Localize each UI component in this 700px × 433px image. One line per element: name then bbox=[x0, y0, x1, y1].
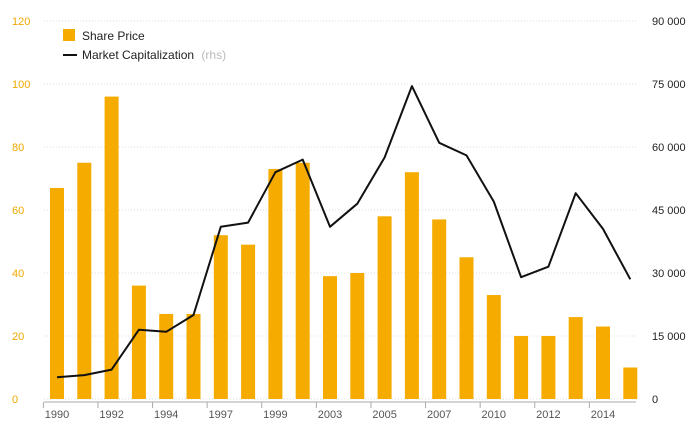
market-cap-line-group bbox=[56, 85, 632, 379]
x-tick-label: 1994 bbox=[154, 409, 178, 421]
right-tick-label: 0 bbox=[652, 394, 658, 406]
bar-share-price bbox=[486, 295, 501, 399]
legend-swatch-share-price bbox=[63, 29, 75, 41]
market-cap-line bbox=[56, 85, 632, 379]
bar-share-price bbox=[50, 187, 64, 399]
bar-share-price bbox=[432, 219, 447, 399]
right-tick-label: 75 000 bbox=[652, 79, 686, 91]
x-tick-label: 2014 bbox=[591, 409, 615, 421]
x-tick-label: 1999 bbox=[263, 409, 287, 421]
bar-share-price bbox=[459, 257, 474, 399]
x-tick-label: 2003 bbox=[318, 409, 342, 421]
right-tick-label: 45 000 bbox=[652, 205, 686, 217]
right-tick-label: 30 000 bbox=[652, 268, 686, 280]
legend-label-market-cap: Market Capitalization (rhs) bbox=[82, 48, 226, 62]
bar-share-price bbox=[295, 162, 310, 399]
bar-share-price bbox=[159, 313, 174, 399]
right-tick-label: 15 000 bbox=[652, 331, 686, 343]
left-axis-ticks: 0 20 40 60 80 100 120 bbox=[12, 16, 30, 406]
bar-share-price bbox=[104, 96, 119, 399]
left-tick-label: 120 bbox=[12, 16, 30, 28]
right-tick-label: 90 000 bbox=[652, 16, 686, 28]
x-tick-label: 2012 bbox=[536, 409, 560, 421]
legend: Share Price Market Capitalization (rhs) bbox=[63, 29, 226, 62]
left-tick-label: 100 bbox=[12, 79, 30, 91]
left-tick-label: 80 bbox=[12, 142, 24, 154]
bar-share-price bbox=[323, 276, 337, 399]
legend-label-market-cap-suffix: (rhs) bbox=[201, 48, 226, 62]
bar-share-price bbox=[268, 169, 283, 399]
bar-share-price bbox=[186, 313, 201, 399]
legend-label-share-price: Share Price bbox=[82, 29, 145, 43]
bar-share-price bbox=[241, 244, 256, 399]
share-price-bars bbox=[50, 96, 638, 399]
bar-share-price bbox=[377, 216, 392, 399]
x-tick-label: 1992 bbox=[99, 409, 123, 421]
bar-share-price bbox=[596, 326, 610, 399]
right-tick-label: 60 000 bbox=[652, 142, 686, 154]
left-tick-label: 0 bbox=[12, 394, 18, 406]
x-tick-label: 2010 bbox=[482, 409, 506, 421]
left-tick-label: 40 bbox=[12, 268, 24, 280]
x-tick-label: 1990 bbox=[45, 409, 69, 421]
bar-share-price bbox=[77, 162, 92, 399]
bar-share-price bbox=[541, 336, 556, 399]
bar-share-price bbox=[514, 336, 529, 399]
x-tick-label: 2007 bbox=[427, 409, 451, 421]
legend-label-market-cap-name: Market Capitalization bbox=[82, 48, 194, 62]
x-axis: 1990 1992 1994 1997 1999 2003 2005 2007 2010 2012… bbox=[42, 401, 636, 421]
x-tick-label: 2005 bbox=[372, 409, 396, 421]
bar-share-price bbox=[568, 317, 583, 399]
left-tick-label: 20 bbox=[12, 331, 24, 343]
bar-share-price bbox=[213, 235, 228, 399]
x-tick-label: 1997 bbox=[209, 409, 233, 421]
bar-share-price bbox=[404, 172, 419, 399]
bar-share-price bbox=[350, 273, 365, 399]
left-tick-label: 60 bbox=[12, 205, 24, 217]
bar-share-price bbox=[623, 367, 638, 399]
bar-share-price bbox=[131, 285, 146, 399]
right-axis-ticks: 0 15 000 30 000 45 000 60 000 75 000 90 000 bbox=[652, 16, 686, 406]
